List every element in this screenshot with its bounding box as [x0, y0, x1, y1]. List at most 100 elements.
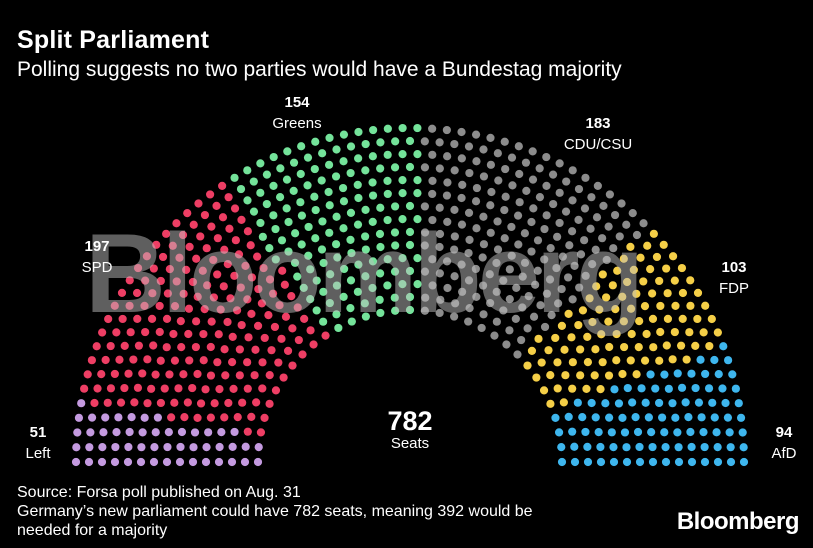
seat-greens — [304, 222, 313, 232]
seat-cdu-csu — [479, 310, 488, 319]
seat-cdu-csu — [486, 228, 495, 237]
seat-greens — [332, 281, 342, 290]
seat-greens — [236, 184, 246, 194]
seat-fdp — [659, 240, 668, 249]
seat-greens — [383, 124, 392, 133]
seat-cdu-csu — [557, 284, 566, 294]
seat-cdu-csu — [568, 196, 577, 205]
seat-greens — [383, 255, 392, 264]
seat-cdu-csu — [610, 210, 620, 220]
seat-left — [204, 428, 213, 437]
seat-spd — [125, 301, 134, 310]
seat-spd — [147, 314, 157, 323]
seat-cdu-csu — [492, 287, 501, 296]
seat-cdu-csu — [465, 304, 474, 313]
seat-afd — [557, 457, 567, 467]
seat-afd — [591, 413, 600, 422]
seat-afd — [674, 443, 683, 452]
seat-greens — [265, 244, 274, 253]
seat-greens — [339, 157, 348, 166]
seat-cdu-csu — [528, 147, 537, 156]
seat-greens — [405, 162, 415, 172]
seat-greens — [319, 317, 328, 326]
seat-spd — [83, 370, 92, 379]
seat-afd — [637, 384, 646, 393]
seat-cdu-csu — [435, 164, 444, 173]
seat-cdu-csu — [529, 204, 538, 213]
seat-spd — [223, 317, 232, 327]
seat-afd — [713, 457, 723, 467]
seat-greens — [243, 196, 252, 205]
seat-spd — [199, 329, 208, 339]
seat-cdu-csu — [581, 271, 590, 280]
seat-left — [137, 443, 146, 452]
seat-afd — [648, 442, 657, 452]
seat-greens — [375, 229, 385, 239]
seat-cdu-csu — [515, 169, 524, 179]
seat-fdp — [553, 384, 562, 393]
seat-spd — [138, 369, 147, 378]
seat-cdu-csu — [639, 219, 648, 228]
seat-afd — [655, 398, 664, 408]
seat-greens — [340, 264, 349, 274]
seat-left — [138, 428, 147, 437]
seat-cdu-csu — [479, 240, 489, 249]
seat-spd — [235, 345, 244, 354]
seat-cdu-csu — [568, 295, 577, 304]
seat-afd — [581, 427, 590, 437]
seat-cdu-csu — [428, 215, 437, 225]
seat-afd — [596, 457, 606, 467]
seat-spd — [183, 398, 192, 407]
seat-fdp — [583, 358, 593, 367]
seat-cdu-csu — [471, 130, 481, 139]
seat-afd — [554, 428, 564, 437]
seat-greens — [376, 269, 385, 278]
seat-spd — [133, 383, 143, 392]
seat-fdp — [604, 371, 614, 380]
seat-afd — [623, 383, 632, 393]
seat-greens — [306, 265, 315, 274]
seat-spd — [298, 350, 307, 359]
seat-spd — [160, 384, 169, 393]
seat-greens — [333, 253, 342, 262]
seat-greens — [318, 149, 327, 158]
seat-greens — [311, 234, 320, 243]
seat-fdp — [707, 314, 716, 324]
seat-greens — [354, 260, 363, 269]
seat-spd — [155, 301, 164, 311]
seat-afd — [687, 442, 696, 452]
seat-fdp — [618, 292, 627, 301]
seat-spd — [147, 384, 156, 393]
seat-spd — [149, 264, 158, 273]
seat-fdp — [670, 276, 679, 285]
seat-fdp — [612, 329, 621, 339]
seat-cdu-csu — [533, 266, 542, 275]
seat-greens — [275, 193, 285, 202]
seat-fdp — [559, 398, 568, 407]
seat-fdp — [626, 242, 635, 251]
seat-cdu-csu — [492, 258, 501, 268]
seat-cdu-csu — [587, 193, 596, 202]
seat-afd — [557, 443, 566, 452]
seat-afd — [687, 369, 696, 378]
seat-spd — [243, 384, 252, 393]
seat-spd — [206, 371, 216, 380]
seat-fdp — [544, 346, 553, 355]
seat-cdu-csu — [490, 331, 499, 340]
seat-fdp — [613, 266, 622, 275]
seat-greens — [376, 242, 385, 252]
seat-spd — [283, 346, 293, 355]
party-name-label-afd: AfD — [771, 445, 796, 462]
seat-cdu-csu — [487, 187, 496, 197]
seat-cdu-csu — [450, 205, 459, 214]
seat-cdu-csu — [420, 137, 429, 146]
seat-greens — [293, 272, 302, 281]
seat-spd — [215, 385, 224, 394]
seat-cdu-csu — [512, 283, 521, 292]
seat-left — [153, 413, 162, 422]
seat-spd — [170, 302, 180, 311]
seat-cdu-csu — [443, 217, 452, 226]
seat-spd — [198, 266, 207, 275]
seat-spd — [90, 398, 99, 408]
seat-cdu-csu — [486, 133, 495, 142]
